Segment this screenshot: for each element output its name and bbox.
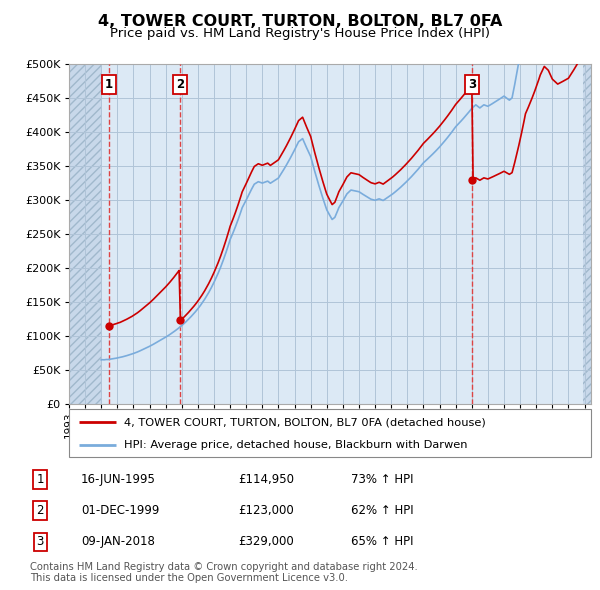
FancyBboxPatch shape (69, 409, 591, 457)
Text: 4, TOWER COURT, TURTON, BOLTON, BL7 0FA: 4, TOWER COURT, TURTON, BOLTON, BL7 0FA (98, 14, 502, 28)
Text: 73% ↑ HPI: 73% ↑ HPI (352, 473, 414, 486)
Text: Contains HM Land Registry data © Crown copyright and database right 2024.
This d: Contains HM Land Registry data © Crown c… (30, 562, 418, 584)
Text: 65% ↑ HPI: 65% ↑ HPI (352, 536, 414, 549)
Bar (69, 64, 101, 404)
Text: 1: 1 (104, 78, 113, 91)
Text: 3: 3 (469, 78, 476, 91)
Text: 2: 2 (37, 504, 44, 517)
Text: £114,950: £114,950 (239, 473, 295, 486)
Text: Price paid vs. HM Land Registry's House Price Index (HPI): Price paid vs. HM Land Registry's House … (110, 27, 490, 40)
Text: 16-JUN-1995: 16-JUN-1995 (81, 473, 155, 486)
Text: 4, TOWER COURT, TURTON, BOLTON, BL7 0FA (detached house): 4, TOWER COURT, TURTON, BOLTON, BL7 0FA … (124, 417, 485, 427)
Text: 09-JAN-2018: 09-JAN-2018 (81, 536, 155, 549)
Text: 2: 2 (176, 78, 185, 91)
Text: HPI: Average price, detached house, Blackburn with Darwen: HPI: Average price, detached house, Blac… (124, 440, 467, 450)
Text: 1: 1 (37, 473, 44, 486)
Text: £123,000: £123,000 (239, 504, 295, 517)
Text: 3: 3 (37, 536, 44, 549)
Text: 62% ↑ HPI: 62% ↑ HPI (352, 504, 414, 517)
Text: 01-DEC-1999: 01-DEC-1999 (81, 504, 159, 517)
Bar (583, 64, 591, 404)
Text: £329,000: £329,000 (239, 536, 295, 549)
